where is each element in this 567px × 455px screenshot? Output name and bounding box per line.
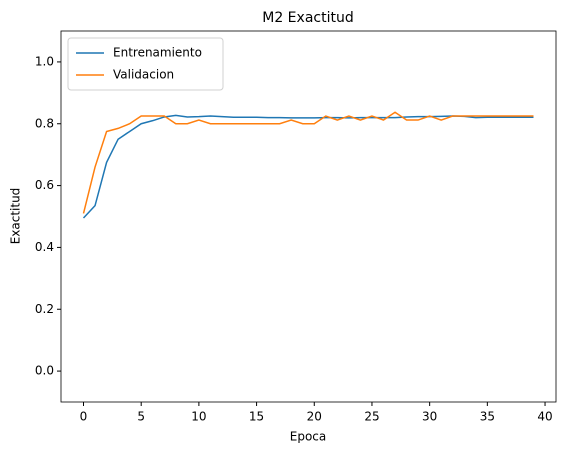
y-tick-label: 0.2 — [35, 302, 54, 316]
x-tick-label: 40 — [537, 410, 552, 424]
line-series — [82, 114, 534, 219]
legend-label: Validacion — [113, 68, 174, 82]
legend-label: Entrenamiento — [113, 46, 202, 60]
x-tick-label: 35 — [480, 410, 495, 424]
x-tick-label: 5 — [137, 410, 145, 424]
legend: Entrenamiento Validacion — [67, 37, 224, 91]
y-axis-label: Exactitud — [9, 188, 23, 245]
line-series — [82, 111, 534, 214]
x-axis-label: Epoca — [290, 430, 327, 444]
x-tick-label: 20 — [307, 410, 322, 424]
y-tick-label: 1.0 — [35, 54, 54, 68]
x-tick-label: 10 — [191, 410, 206, 424]
x-tick-label: 30 — [422, 410, 437, 424]
plot-frame — [60, 30, 557, 403]
y-tick-label: 0.6 — [35, 178, 54, 192]
chart-title: M2 Exactitud — [262, 10, 353, 26]
y-tick-label: 0.0 — [35, 364, 54, 378]
x-tick-label: 0 — [80, 410, 88, 424]
x-tick-label: 25 — [364, 410, 379, 424]
x-tick-label: 15 — [249, 410, 264, 424]
y-tick-label: 0.4 — [35, 240, 54, 254]
y-tick-label: 0.8 — [35, 116, 54, 130]
legend-box — [67, 37, 224, 91]
